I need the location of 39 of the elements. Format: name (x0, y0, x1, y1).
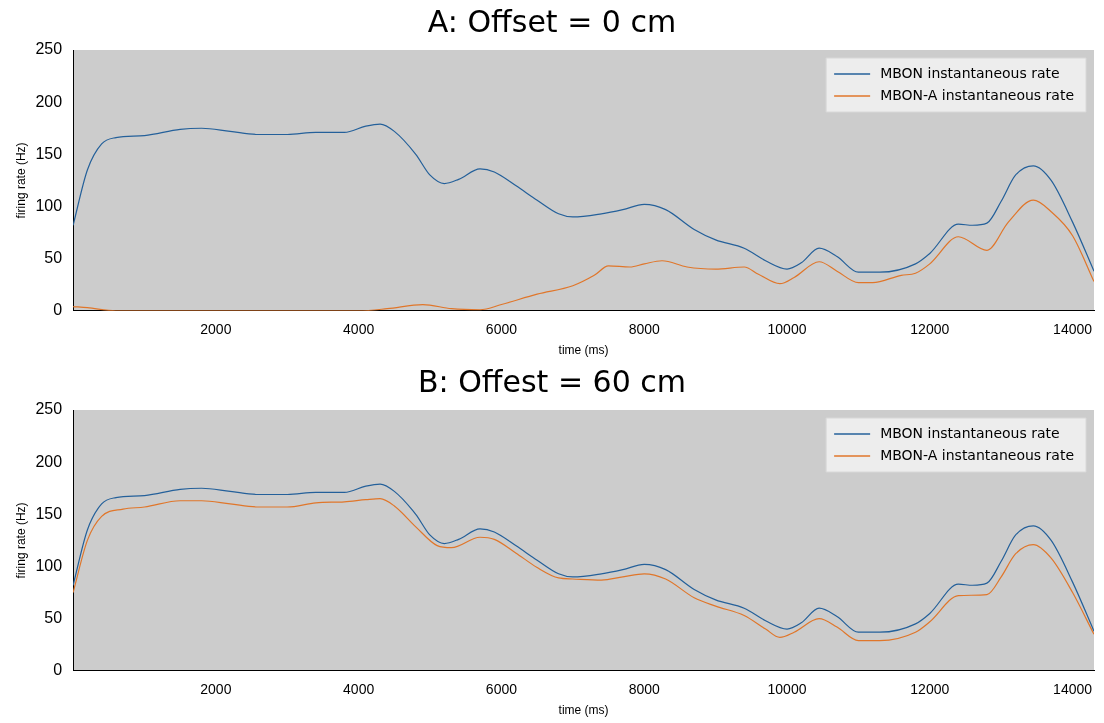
x-tick-label: 2000 (200, 321, 232, 338)
x-tick-label: 6000 (485, 681, 518, 698)
y-tick-label: 0 (53, 301, 63, 319)
y-tick-label: 200 (35, 452, 63, 470)
y-tick-label: 250 (35, 40, 63, 58)
y-tick-label: 100 (35, 196, 63, 214)
x-tick-label: 10000 (767, 681, 807, 698)
line-series (73, 123, 1094, 273)
line-series (73, 483, 1094, 633)
y-tick-label: 150 (35, 144, 63, 162)
y-tick-label: 200 (35, 92, 63, 110)
x-tick-label: 14000 (1053, 681, 1093, 698)
y-axis-title: firing rate (Hz) (13, 502, 28, 579)
x-tick-label: 4000 (343, 681, 375, 698)
legend-label: MBON instantaneous rate (880, 64, 1060, 81)
x-tick-label: 6000 (485, 321, 518, 338)
legend-label: MBON instantaneous rate (880, 424, 1060, 441)
x-tick-label: 8000 (628, 321, 661, 338)
y-tick-label: 0 (53, 661, 63, 679)
legend-label: MBON-A instantaneous rate (880, 446, 1074, 463)
line-series (73, 498, 1094, 642)
x-tick-label: 8000 (628, 681, 661, 698)
x-axis-title: time (ms) (558, 703, 609, 718)
y-tick-label: 250 (35, 400, 63, 418)
legend-label: MBON-A instantaneous rate (880, 86, 1074, 103)
chart-title: A: Offset = 0 cm (427, 3, 677, 39)
x-tick-label: 12000 (910, 321, 950, 338)
y-tick-label: 50 (44, 609, 63, 627)
x-tick-label: 14000 (1053, 321, 1093, 338)
x-axis-title: time (ms) (558, 343, 609, 358)
y-tick-label: 150 (35, 504, 63, 522)
x-tick-label: 4000 (343, 321, 375, 338)
x-tick-label: 10000 (767, 321, 807, 338)
chart-title: B: Offest = 60 cm (418, 363, 686, 399)
y-axis-title: firing rate (Hz) (13, 142, 28, 219)
x-tick-label: 2000 (200, 681, 232, 698)
y-tick-label: 100 (35, 556, 63, 574)
y-tick-label: 50 (44, 249, 63, 267)
x-tick-label: 12000 (910, 681, 950, 698)
